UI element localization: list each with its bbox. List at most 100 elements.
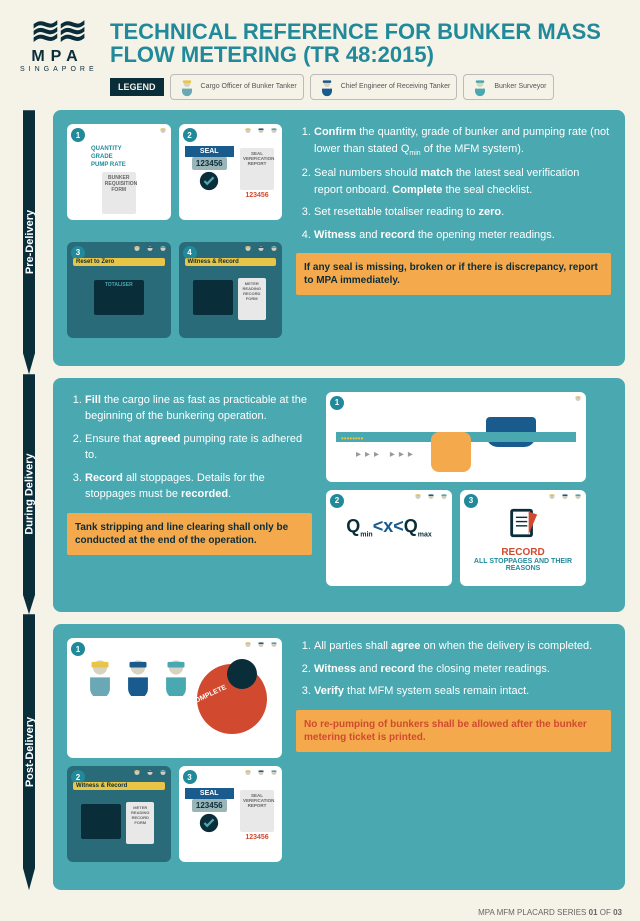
card-persons-icon — [572, 394, 584, 406]
persons-row-icon: COMPLETE — [73, 656, 276, 734]
pre-step-1: Confirm the quantity, grade of bunker an… — [314, 124, 611, 159]
panel-post-delivery: 1 COMPLETE 2 Witness & Record M — [53, 624, 625, 890]
seal-label: SEAL — [185, 146, 235, 157]
seal-red-number: 123456 — [238, 192, 276, 199]
during-step-2: Ensure that agreed pumping rate is adher… — [85, 431, 312, 464]
legend-bunker-surveyor: Bunker Surveyor — [463, 74, 553, 100]
panels: 1 QUANTITY GRADE PUMP RATE BUNKER REQUIS… — [53, 110, 625, 890]
panel-during-delivery: Fill the cargo line as fast as practicab… — [53, 378, 625, 613]
post-text: All parties shall agree on when the deli… — [296, 638, 611, 876]
pre-step-3: Set resettable totaliser reading to zero… — [314, 204, 611, 221]
card-persons-icon — [131, 244, 169, 256]
header: ≋≋ MPA SINGAPORE TECHNICAL REFERENCE FOR… — [0, 0, 640, 110]
during-cards: 1 •••••••• ▸▸▸ ▸▸▸ 2 Qm — [326, 392, 586, 599]
page-title: TECHNICAL REFERENCE FOR BUNKER MASS FLOW… — [110, 20, 620, 66]
seal-red-number: 123456 — [238, 834, 276, 841]
post-card-3: 3 SEAL 123456 SEAL VERIFICATION REPORT — [179, 766, 283, 862]
svr-doc-icon: SEAL VERIFICATION REPORT — [240, 148, 274, 190]
post-step-3: Verify that MFM system seals remain inta… — [314, 683, 611, 700]
qty-item: PUMP RATE — [91, 162, 165, 170]
post-card-2: 2 Witness & Record METER READING RECORD … — [67, 766, 171, 862]
during-card-3: 3 RECORD ALL STOPPAGES AND THEIR REASONS — [460, 490, 586, 586]
legend: LEGEND Cargo Officer of Bunker Tanker Ch… — [110, 74, 620, 100]
pre-step-2: Seal numbers should match the latest sea… — [314, 165, 611, 198]
person-icon — [470, 77, 490, 97]
legend-text: Bunker Surveyor — [494, 83, 546, 91]
legend-cargo-officer: Cargo Officer of Bunker Tanker — [170, 74, 304, 100]
post-card-1: 1 COMPLETE — [67, 638, 282, 758]
card-persons-icon — [131, 768, 169, 780]
meter-record-doc-icon: METER READING RECORD FORM — [238, 278, 266, 320]
card-persons-icon — [546, 492, 584, 504]
qty-list: QUANTITY GRADE PUMP RATE — [73, 146, 165, 169]
post-warning: No re-pumping of bunkers shall be allowe… — [296, 710, 611, 752]
legend-text: Cargo Officer of Bunker Tanker — [201, 83, 297, 91]
svr-doc-icon: SEAL VERIFICATION REPORT — [240, 790, 274, 832]
card-persons-icon — [412, 492, 450, 504]
during-card-1: 1 •••••••• ▸▸▸ ▸▸▸ — [326, 392, 586, 482]
sidebar: Pre-Delivery During Delivery Post-Delive… — [15, 110, 45, 890]
card-number: 2 — [183, 128, 197, 142]
mpa-logo: ≋≋ MPA SINGAPORE — [20, 20, 95, 73]
post-step-2: Witness and record the closing meter rea… — [314, 661, 611, 678]
record-subtext: ALL STOPPAGES AND THEIR REASONS — [466, 558, 580, 573]
qty-item: QUANTITY — [91, 146, 165, 154]
during-step-1: Fill the cargo line as fast as practicab… — [85, 392, 312, 425]
meter-screen-icon — [193, 280, 233, 315]
main-content: Pre-Delivery During Delivery Post-Delive… — [0, 110, 640, 900]
panel-pre-delivery: 1 QUANTITY GRADE PUMP RATE BUNKER REQUIS… — [53, 110, 625, 365]
pre-step-4: Witness and record the opening meter rea… — [314, 227, 611, 244]
card-persons-icon — [242, 768, 280, 780]
during-text: Fill the cargo line as fast as practicab… — [67, 392, 312, 599]
card-number: 1 — [330, 396, 344, 410]
side-label-post: Post-Delivery — [24, 717, 36, 787]
during-warning: Tank stripping and line clearing shall o… — [67, 513, 312, 555]
card-number: 3 — [183, 770, 197, 784]
card-number: 3 — [464, 494, 478, 508]
card-persons-icon — [242, 640, 280, 652]
witness-strip: Witness & Record — [73, 782, 165, 790]
requisition-doc-icon: BUNKER REQUISITION FORM — [102, 172, 136, 214]
side-label-pre: Pre-Delivery — [24, 210, 36, 274]
pre-card-1: 1 QUANTITY GRADE PUMP RATE BUNKER REQUIS… — [67, 124, 171, 220]
side-label-during: During Delivery — [24, 454, 36, 535]
post-step-1: All parties shall agree on when the deli… — [314, 638, 611, 655]
complete-dial-icon: COMPLETE — [197, 664, 267, 734]
valve-icon — [431, 432, 471, 472]
meter-screen-icon — [81, 804, 121, 839]
qty-item: GRADE — [91, 154, 165, 162]
checkmark-icon — [198, 812, 220, 834]
seal-label: SEAL — [185, 788, 235, 799]
record-title: RECORD — [466, 547, 580, 558]
side-during: During Delivery — [15, 374, 45, 614]
logo-waves-icon: ≋≋ — [20, 20, 95, 42]
pipe-diagram-icon: •••••••• ▸▸▸ ▸▸▸ — [336, 422, 576, 452]
reset-strip: Reset to Zero — [73, 258, 165, 266]
side-pre: Pre-Delivery — [15, 110, 45, 374]
meter-record-doc-icon: METER READING RECORD FORM — [126, 802, 154, 844]
footer: MPA MFM PLACARD SERIES 01 OF 03 — [478, 908, 622, 917]
pre-text: Confirm the quantity, grade of bunker an… — [296, 124, 611, 351]
pre-warning: If any seal is missing, broken or if the… — [296, 253, 611, 295]
person-icon — [317, 77, 337, 97]
seal-number: 123456 — [192, 799, 227, 812]
seal-number: 123456 — [192, 157, 227, 170]
flow-formula: Qmin<x<Qmax — [332, 516, 446, 539]
card-number: 2 — [330, 494, 344, 508]
pre-cards: 1 QUANTITY GRADE PUMP RATE BUNKER REQUIS… — [67, 124, 282, 351]
during-step-3: Record all stoppages. Details for the st… — [85, 470, 312, 503]
pre-card-3: 3 Reset to Zero TOTALISER — [67, 242, 171, 338]
post-cards: 1 COMPLETE 2 Witness & Record M — [67, 638, 282, 876]
checkmark-icon — [198, 170, 220, 192]
side-post: Post-Delivery — [15, 614, 45, 890]
legend-text: Chief Engineer of Receiving Tanker — [341, 83, 451, 91]
during-card-2: 2 Qmin<x<Qmax — [326, 490, 452, 586]
witness-strip: Witness & Record — [185, 258, 277, 266]
legend-chief-engineer: Chief Engineer of Receiving Tanker — [310, 74, 458, 100]
card-persons-icon — [242, 244, 280, 256]
clipboard-icon — [506, 506, 540, 540]
logo-country: SINGAPORE — [20, 66, 95, 73]
person-icon — [177, 77, 197, 97]
card-persons-icon — [242, 126, 280, 138]
totaliser-icon: TOTALISER — [94, 280, 144, 315]
